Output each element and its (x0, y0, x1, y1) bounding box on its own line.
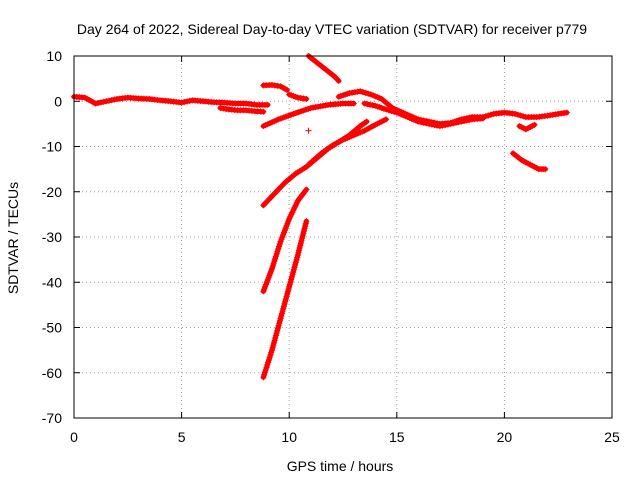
series-14 (510, 150, 549, 173)
series-band (510, 150, 548, 172)
y-tick-label: 0 (54, 93, 62, 109)
series-10 (305, 116, 390, 168)
x-tick-label: 25 (604, 429, 620, 445)
series-9 (260, 118, 370, 209)
tick-layer: 0 5 10 15 20 25 -70 -60 -50 -40 -30 -20 -10 0 10 (42, 48, 620, 445)
series-5 (260, 100, 357, 130)
series-11 (260, 186, 310, 295)
series-8 (361, 100, 486, 130)
series-13 (305, 127, 312, 134)
x-axis-label: GPS time / hours (287, 458, 394, 474)
y-tick-label: -60 (42, 365, 62, 381)
x-tick-label: 0 (70, 429, 78, 445)
series-1 (217, 105, 267, 115)
data-layer (71, 53, 570, 381)
series-0 (71, 93, 271, 108)
x-tick-label: 10 (281, 429, 297, 445)
x-tick-label: 15 (389, 429, 405, 445)
y-tick-label: -10 (42, 139, 62, 155)
y-axis-label: SDTVAR / TECUs (5, 182, 21, 294)
y-tick-label: -70 (42, 410, 62, 426)
series-4 (305, 53, 342, 84)
chart-title: Day 264 of 2022, Sidereal Day-to-day VTE… (77, 21, 587, 37)
y-tick-label: 10 (46, 48, 62, 64)
series-12 (260, 218, 310, 381)
y-tick-label: -40 (42, 274, 62, 290)
series-3 (286, 91, 310, 102)
grid-layer (74, 56, 612, 418)
y-tick-label: -30 (42, 229, 62, 245)
series-7 (516, 121, 538, 133)
y-tick-label: -20 (42, 184, 62, 200)
series-2 (260, 81, 291, 93)
y-tick-label: -50 (42, 320, 62, 336)
x-tick-label: 20 (497, 429, 513, 445)
x-tick-label: 5 (178, 429, 186, 445)
